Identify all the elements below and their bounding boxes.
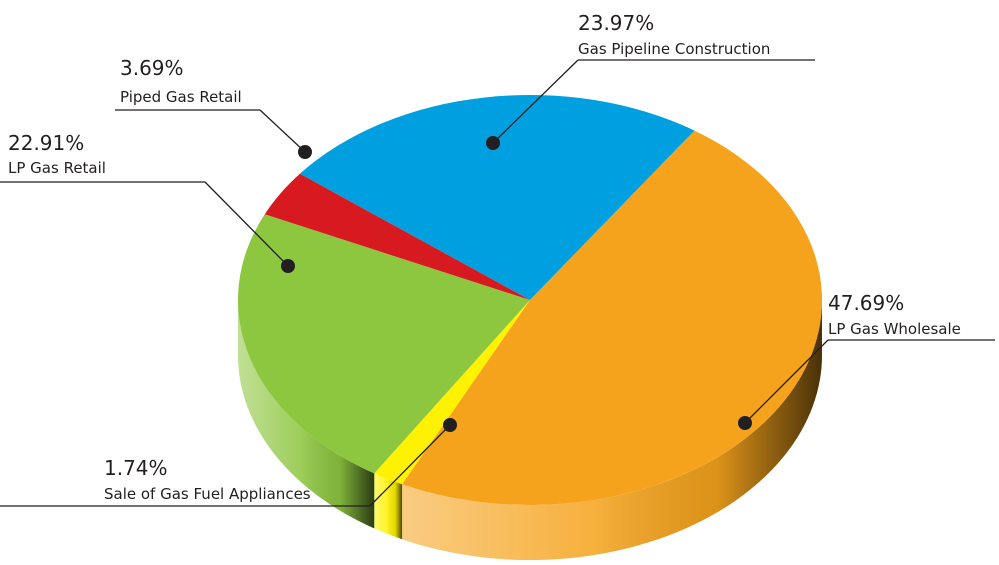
category-label: LP Gas Wholesale xyxy=(828,320,961,338)
leader-dot xyxy=(443,418,457,432)
category-label: LP Gas Retail xyxy=(8,159,106,177)
side-shade xyxy=(374,473,403,540)
slice xyxy=(299,95,695,300)
leader-line xyxy=(204,181,289,267)
value-label: 23.97% xyxy=(578,11,654,35)
value-label: 22.91% xyxy=(8,131,84,155)
pie-sides xyxy=(238,300,822,560)
leader-dot xyxy=(298,145,312,159)
pie-tops xyxy=(238,95,822,505)
side-shade xyxy=(238,300,375,529)
category-label: Gas Pipeline Construction xyxy=(578,40,770,58)
leader-dot xyxy=(281,259,295,273)
category-label: Piped Gas Retail xyxy=(120,88,242,106)
leader-dot xyxy=(738,416,752,430)
leader-line xyxy=(259,109,306,153)
leader-line xyxy=(744,339,829,424)
side-shade xyxy=(402,300,822,560)
leader-dot xyxy=(486,136,500,150)
value-label: 47.69% xyxy=(828,291,904,315)
category-label: Sale of Gas Fuel Appliances xyxy=(104,485,311,503)
slice xyxy=(402,130,822,505)
leader-line xyxy=(369,424,451,507)
value-label: 1.74% xyxy=(104,456,168,480)
value-label: 3.69% xyxy=(120,56,184,80)
slice xyxy=(374,300,530,485)
slice xyxy=(264,173,530,300)
slice xyxy=(238,214,530,474)
leader-line xyxy=(492,59,579,144)
labels: 23.97% Gas Pipeline Construction 47.69% LP … xyxy=(0,11,995,507)
